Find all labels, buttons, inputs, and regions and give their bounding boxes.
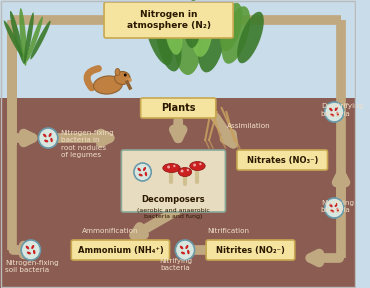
Circle shape (181, 170, 184, 173)
FancyBboxPatch shape (104, 2, 233, 38)
Ellipse shape (329, 204, 333, 207)
Text: Denitrifying
bacteria: Denitrifying bacteria (321, 103, 363, 117)
Ellipse shape (237, 12, 264, 63)
Ellipse shape (115, 69, 120, 75)
Circle shape (199, 163, 202, 165)
Ellipse shape (19, 8, 27, 66)
Text: Nitrifying
bacteria: Nitrifying bacteria (159, 258, 192, 272)
Circle shape (175, 240, 195, 260)
Ellipse shape (24, 12, 34, 64)
FancyArrowPatch shape (87, 69, 98, 88)
Ellipse shape (156, 11, 181, 71)
Circle shape (38, 128, 58, 148)
Text: Nitrogen-fixing
bacteria in
root nodules
of legumes: Nitrogen-fixing bacteria in root nodules… (61, 130, 114, 158)
Ellipse shape (10, 11, 25, 64)
Text: Nitrogen in
atmosphere (N₂): Nitrogen in atmosphere (N₂) (127, 10, 211, 30)
Circle shape (187, 169, 189, 171)
Text: Ammonification: Ammonification (82, 228, 138, 234)
Ellipse shape (26, 16, 43, 62)
Ellipse shape (48, 133, 51, 137)
Ellipse shape (336, 208, 339, 212)
Circle shape (173, 165, 175, 167)
Circle shape (193, 164, 196, 166)
Ellipse shape (180, 246, 184, 249)
Circle shape (324, 198, 344, 218)
Ellipse shape (43, 134, 47, 137)
Circle shape (21, 240, 40, 260)
Circle shape (134, 163, 151, 181)
FancyBboxPatch shape (141, 98, 216, 118)
FancyBboxPatch shape (206, 240, 295, 260)
Ellipse shape (4, 20, 23, 58)
Ellipse shape (163, 164, 180, 173)
FancyBboxPatch shape (121, 150, 225, 212)
FancyBboxPatch shape (0, 98, 356, 288)
Ellipse shape (174, 5, 202, 75)
Ellipse shape (190, 162, 205, 170)
Ellipse shape (26, 246, 29, 249)
Ellipse shape (143, 167, 146, 171)
Ellipse shape (198, 9, 226, 72)
Circle shape (167, 166, 170, 168)
Circle shape (124, 73, 127, 77)
Ellipse shape (33, 250, 36, 254)
FancyBboxPatch shape (71, 240, 169, 260)
Ellipse shape (222, 6, 250, 64)
Ellipse shape (187, 250, 189, 254)
Ellipse shape (115, 71, 130, 84)
Text: Nitrites (NO₂⁻): Nitrites (NO₂⁻) (216, 245, 285, 255)
Ellipse shape (184, 0, 201, 48)
Ellipse shape (329, 108, 333, 111)
Ellipse shape (50, 138, 53, 142)
Ellipse shape (137, 168, 141, 171)
Ellipse shape (30, 20, 51, 59)
Ellipse shape (31, 245, 34, 249)
Ellipse shape (192, 2, 213, 57)
Ellipse shape (139, 174, 143, 177)
Text: Plants: Plants (161, 103, 195, 113)
Text: Nitrifying
bacteria: Nitrifying bacteria (321, 200, 354, 213)
Text: Ammonium (NH₄⁺): Ammonium (NH₄⁺) (78, 245, 163, 255)
Ellipse shape (330, 210, 334, 213)
Ellipse shape (94, 76, 122, 94)
Ellipse shape (335, 203, 338, 207)
Ellipse shape (146, 14, 172, 65)
Ellipse shape (164, 5, 183, 55)
Ellipse shape (336, 112, 339, 116)
Text: Assimilation: Assimilation (227, 123, 271, 129)
Text: Nitrogen-fixing
soil bacteria: Nitrogen-fixing soil bacteria (5, 260, 58, 274)
Text: Decomposers: Decomposers (142, 196, 205, 204)
Circle shape (324, 102, 344, 122)
Text: (aerobic and anaerobic
bacteria and fung): (aerobic and anaerobic bacteria and fung… (137, 208, 210, 219)
Ellipse shape (178, 168, 192, 177)
Ellipse shape (181, 252, 185, 254)
Ellipse shape (185, 245, 188, 249)
Ellipse shape (126, 78, 132, 82)
Ellipse shape (335, 107, 338, 111)
Text: Nitrification: Nitrification (207, 228, 249, 234)
Ellipse shape (27, 252, 31, 254)
Text: Nitrates (NO₃⁻): Nitrates (NO₃⁻) (246, 156, 318, 164)
Ellipse shape (145, 172, 147, 176)
Ellipse shape (330, 113, 334, 116)
Ellipse shape (220, 3, 242, 51)
FancyBboxPatch shape (0, 0, 356, 98)
FancyBboxPatch shape (237, 150, 327, 170)
Ellipse shape (44, 140, 48, 142)
